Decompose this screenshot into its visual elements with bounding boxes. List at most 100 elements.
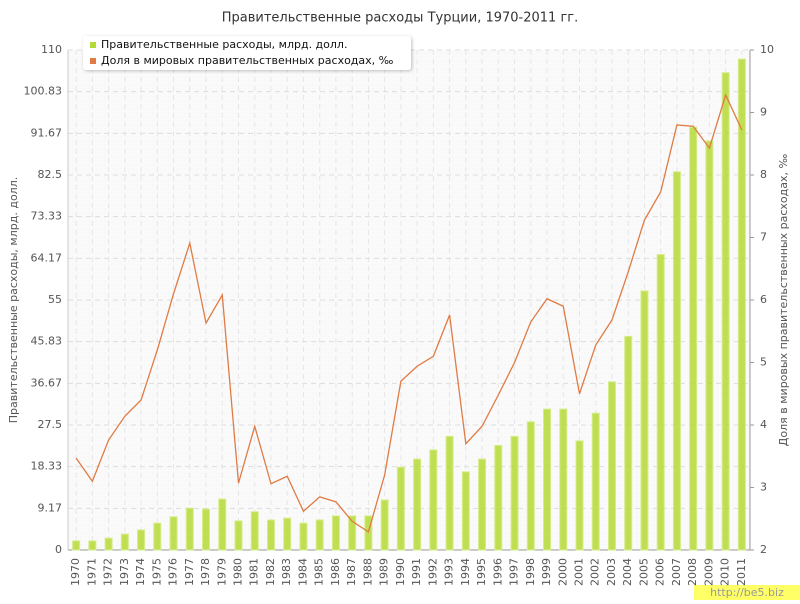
y-tick-label: 45.83 — [31, 335, 63, 348]
bar — [559, 408, 568, 551]
x-tick-label: 1995 — [475, 558, 488, 586]
x-tick-label: 2004 — [621, 558, 634, 586]
chart-title: Правительственные расходы Турции, 1970-2… — [222, 11, 579, 26]
legend-marker — [90, 42, 96, 48]
y2-tick-label: 9 — [760, 106, 767, 119]
x-tick-label: 2007 — [670, 558, 683, 586]
x-tick-label: 1991 — [410, 558, 423, 586]
y-axis-label: Правительственные расходы, млрд. долл. — [7, 177, 20, 423]
bar — [218, 498, 227, 551]
x-tick-label: 2000 — [556, 558, 569, 586]
x-tick-label: 1990 — [394, 558, 407, 586]
line — [75, 93, 743, 533]
x-tick-label: 2008 — [686, 558, 699, 586]
watermark: http://be5.biz — [710, 586, 784, 599]
x-tick-label: 1998 — [524, 558, 537, 586]
x-tick-label: 2002 — [589, 558, 602, 586]
bar — [461, 471, 470, 551]
bar — [315, 519, 324, 551]
x-tick-label: 1985 — [313, 558, 326, 586]
bar — [640, 290, 649, 551]
x-tick-label: 1987 — [345, 558, 358, 586]
bar — [689, 126, 698, 551]
y-tick-label: 64.17 — [31, 251, 63, 264]
legend-box — [83, 36, 411, 70]
x-tick-label: 1999 — [540, 558, 553, 586]
x-tick-label: 1977 — [183, 558, 196, 586]
x-tick-label: 1981 — [248, 558, 261, 586]
x-tick-label: 1971 — [85, 558, 98, 586]
x-tick-label: 1984 — [296, 558, 309, 586]
x-tick-label: 1978 — [199, 558, 212, 586]
x-tick-label: 2006 — [654, 558, 667, 586]
y2-axis-label: Доля в мировых правительственных расхода… — [777, 154, 790, 447]
x-tick-label: 1989 — [378, 558, 391, 586]
x-tick-label: 1983 — [280, 558, 293, 586]
y-tick-label: 18.33 — [31, 460, 63, 473]
bar — [591, 412, 600, 551]
y-tick-label: 55 — [48, 293, 62, 306]
bar — [348, 515, 357, 551]
x-tick-label: 1980 — [232, 558, 245, 586]
x-tick-label: 1982 — [264, 558, 277, 586]
x-tick-label: 1974 — [134, 558, 147, 586]
legend-label: Правительственные расходы, млрд. долл. — [101, 38, 347, 51]
bar — [266, 519, 275, 551]
bar — [672, 171, 681, 551]
y2-tick-label: 6 — [760, 293, 767, 306]
bar — [283, 517, 292, 551]
x-tick-label: 1972 — [102, 558, 115, 586]
y2-tick-label: 7 — [760, 231, 767, 244]
y2-tick-label: 8 — [760, 168, 767, 181]
watermark-bg — [694, 585, 800, 600]
bar — [202, 508, 211, 551]
x-tick-label: 1979 — [215, 558, 228, 586]
y2-tick-label: 3 — [760, 481, 767, 494]
bar — [624, 335, 633, 551]
bar — [396, 466, 405, 551]
bar — [607, 381, 616, 551]
x-tick-label: 1994 — [459, 558, 472, 586]
bar — [478, 458, 487, 551]
bar — [429, 449, 438, 551]
bar — [88, 540, 97, 551]
y-tick-label: 9.17 — [38, 501, 63, 514]
bar — [120, 533, 129, 551]
x-tick-label: 2003 — [605, 558, 618, 586]
y-tick-label: 73.33 — [31, 210, 63, 223]
x-tick-label: 1973 — [118, 558, 131, 586]
bar — [299, 522, 308, 551]
x-tick-label: 1976 — [167, 558, 180, 586]
x-tick-label: 2011 — [735, 558, 748, 586]
x-tick-label: 2010 — [719, 558, 732, 586]
bar — [250, 511, 259, 551]
legend-label: Доля в мировых правительственных расхода… — [101, 54, 394, 67]
bar — [510, 435, 519, 551]
x-tick-label: 1992 — [426, 558, 439, 586]
legend-marker — [90, 58, 96, 64]
x-tick-label: 1993 — [443, 558, 456, 586]
y2-tick-label: 10 — [760, 43, 774, 56]
bar — [364, 515, 373, 551]
y2-tick-label: 2 — [760, 543, 767, 556]
bar — [137, 529, 146, 551]
bar — [656, 254, 665, 551]
y-tick-label: 82.5 — [38, 168, 63, 181]
bar — [737, 58, 746, 551]
x-tick-label: 1975 — [150, 558, 163, 586]
y-tick-label: 0 — [55, 543, 62, 556]
bar — [104, 537, 113, 551]
x-tick-label: 2001 — [573, 558, 586, 586]
bar — [526, 421, 535, 551]
bar — [413, 458, 422, 551]
x-tick-label: 1996 — [491, 558, 504, 586]
bar — [575, 440, 584, 551]
bar — [445, 435, 454, 551]
y-tick-label: 36.67 — [31, 376, 63, 389]
x-tick-label: 2005 — [637, 558, 650, 586]
bar — [721, 72, 730, 551]
x-tick-label: 1988 — [361, 558, 374, 586]
bar — [185, 507, 194, 551]
bar — [380, 499, 389, 551]
